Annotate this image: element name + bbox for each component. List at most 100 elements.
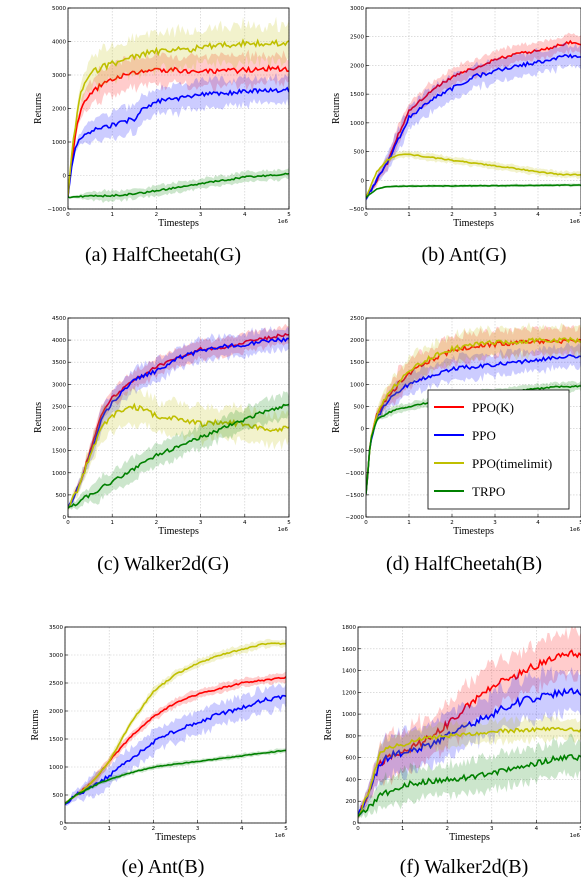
x-tick-label: 2 [450, 212, 454, 218]
band-ppo-k-area [68, 323, 289, 510]
series-line-ppo [366, 354, 581, 494]
x-tick-label: 5 [287, 212, 291, 218]
x-tick-label: 0 [364, 212, 368, 218]
band-ppoarea [366, 42, 581, 201]
y-tick-label: −1000 [345, 471, 364, 477]
x-offset-label: 1e6 [278, 527, 289, 533]
x-tick-label: 3 [199, 520, 203, 526]
x-tick-label: 4 [243, 212, 247, 218]
plot-frame [365, 7, 581, 210]
y-tick-label: 2000 [52, 427, 66, 433]
y-tick-label: 3000 [52, 73, 66, 79]
x-tick-label: 4 [535, 826, 539, 832]
x-tick-label: 3 [493, 212, 497, 218]
y-tick-label: 3500 [49, 625, 63, 631]
caption-d: (d) HalfCheetah(B) [385, 553, 543, 575]
series-line-trpo [65, 749, 286, 805]
y-tick-label: −1000 [47, 207, 66, 213]
x-tick-label: 0 [356, 826, 360, 832]
y-axis-label: Returns [33, 93, 44, 124]
caption-c: (c) Walker2d(G) [97, 553, 229, 575]
y-axis-label: Returns [331, 93, 342, 124]
y-tick-label: 2000 [350, 338, 364, 344]
series-group [68, 16, 289, 203]
band-ppo-k-area [366, 32, 581, 201]
x-tick-label: 5 [579, 520, 581, 526]
legend-label: TRPO [472, 484, 505, 499]
y-tick-label: 2000 [49, 709, 63, 715]
y-tick-label: 500 [354, 150, 365, 156]
series-line-ppo-timelimit [358, 726, 581, 818]
x-tick-label: 1 [407, 520, 411, 526]
series-line-trpo [68, 403, 289, 509]
x-tick-label: 4 [536, 212, 540, 218]
x-tick-label: 5 [579, 826, 581, 832]
x-axis-label: Timesteps [155, 832, 196, 843]
y-tick-label: 500 [53, 793, 64, 799]
band-ppo-k-area [68, 49, 289, 200]
y-tick-label: 2000 [52, 107, 66, 113]
y-tick-label: 2500 [49, 681, 63, 687]
x-tick-label: 2 [450, 520, 454, 526]
series-line-ppo-timelimit [366, 153, 581, 199]
caption-b: (b) Ant(G) [421, 244, 507, 266]
series-line-trpo [358, 753, 581, 817]
y-tick-label: −500 [349, 207, 365, 213]
band-ppo-timelimit-area [366, 150, 581, 199]
band-ppo-timelimit-area [68, 385, 289, 511]
y-tick-label: 1500 [350, 92, 364, 98]
x-tick-label: 2 [155, 520, 159, 526]
y-tick-label: −2000 [345, 515, 364, 521]
band-trpoarea [68, 168, 289, 203]
series-line-ppo-timelimit [68, 402, 289, 509]
y-tick-label: 3500 [52, 360, 66, 366]
y-tick-label: 0 [361, 178, 365, 184]
series-line-trpo [366, 184, 581, 199]
y-tick-label: 500 [354, 404, 365, 410]
x-offset-label: 1e6 [570, 219, 581, 225]
x-offset-label: 1e6 [275, 833, 286, 839]
y-axis-label: Returns [331, 402, 342, 433]
y-tick-label: 4000 [52, 338, 66, 344]
y-tick-label: 3000 [52, 382, 66, 388]
x-tick-label: 5 [284, 826, 288, 832]
y-tick-label: 4000 [52, 40, 66, 46]
x-tick-label: 4 [240, 826, 244, 832]
x-tick-label: 4 [536, 520, 540, 526]
series-line-ppo-timelimit [65, 642, 286, 805]
series-line-ppo [68, 86, 289, 197]
band-ppoarea [366, 342, 581, 496]
band-ppo-k-area [366, 323, 581, 496]
y-tick-label: 1000 [52, 140, 66, 146]
band-ppo-timelimit-area [358, 713, 581, 819]
legend: PPO(K) PPO PPO(timelimit) TRPO [427, 389, 570, 510]
y-tick-label: 1600 [342, 647, 356, 653]
x-tick-label: 2 [152, 826, 156, 832]
chart-panel-d: 0 1 2 3 4 5 −2000 −1500 −1000 −500 0 500 1000 1500 200… [331, 316, 581, 537]
y-axis-label: Returns [323, 709, 334, 740]
y-tick-label: 1500 [49, 737, 63, 743]
x-axis-label: Timesteps [158, 526, 199, 537]
series-line-ppo-k [68, 64, 289, 197]
y-tick-label: 2000 [350, 63, 364, 69]
x-tick-label: 3 [196, 826, 200, 832]
y-tick-label: 0 [63, 515, 67, 521]
plot-frame [64, 626, 287, 824]
x-tick-label: 5 [287, 520, 291, 526]
chart-panel-a: 0 1 2 3 4 5−1000010002000300040005000Timestep… [33, 6, 291, 229]
x-axis-label: Timesteps [453, 526, 494, 537]
y-axis-label: Returns [33, 402, 44, 433]
x-tick-label: 1 [110, 520, 114, 526]
y-tick-label: 0 [63, 174, 67, 180]
x-tick-label: 5 [579, 212, 581, 218]
series-line-trpo [68, 172, 289, 199]
band-trpoarea [366, 183, 581, 198]
x-axis-label: Timesteps [449, 832, 490, 843]
y-tick-label: −500 [349, 449, 365, 455]
x-tick-label: 1 [107, 826, 111, 832]
x-tick-label: 0 [66, 520, 70, 526]
y-tick-label: 3000 [350, 6, 364, 12]
series-line-ppo-timelimit [366, 336, 581, 494]
band-ppo-k-area [65, 671, 286, 805]
x-offset-label: 1e6 [570, 833, 581, 839]
